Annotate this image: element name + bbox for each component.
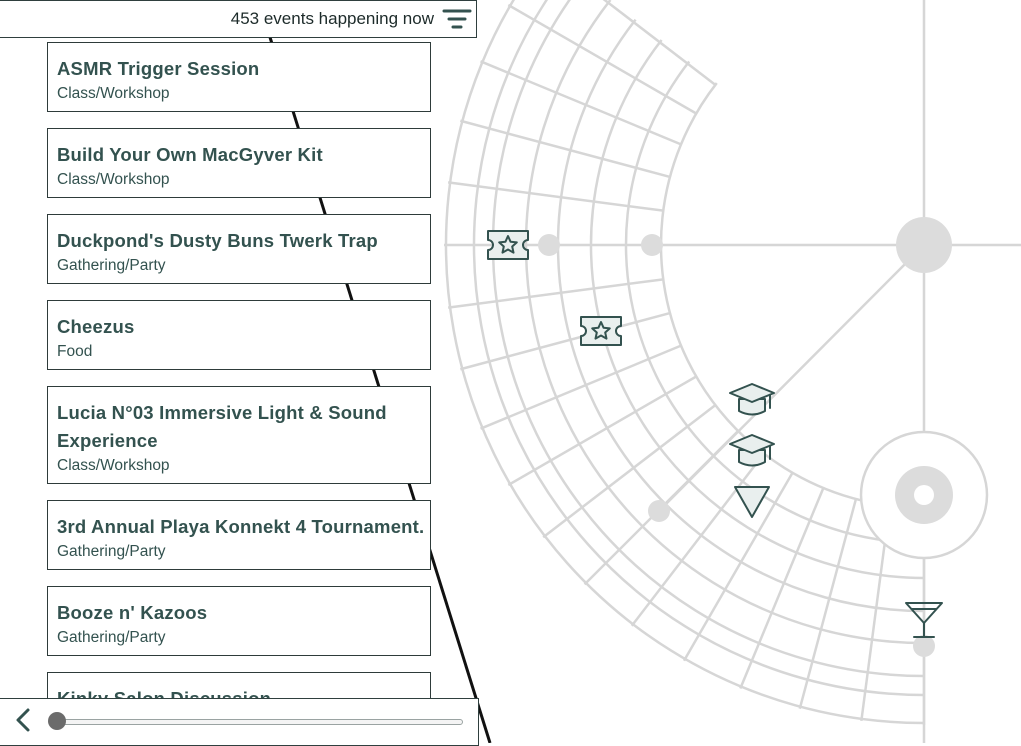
event-title: Duckpond's Dusty Buns Twerk Trap bbox=[57, 230, 378, 251]
event-card[interactable]: Cheezus Food bbox=[47, 300, 431, 370]
filter-icon bbox=[442, 9, 472, 29]
ring-street bbox=[472, 0, 925, 697]
event-card[interactable]: 3rd Annual Playa Konnekt 4 Tournament. G… bbox=[47, 500, 431, 570]
event-category: Gathering/Party bbox=[57, 257, 166, 274]
radial-street bbox=[602, 0, 717, 86]
ring-street bbox=[556, 18, 925, 613]
event-title: Cheezus bbox=[57, 316, 135, 337]
radial-street bbox=[447, 181, 664, 212]
radial-street bbox=[447, 278, 664, 309]
map-plazas bbox=[538, 217, 989, 657]
event-list[interactable]: ASMR Trigger Session Class/Workshop Buil… bbox=[47, 42, 431, 698]
event-card[interactable]: Duckpond's Dusty Buns Twerk Trap Gatheri… bbox=[47, 214, 431, 284]
chevron-left-icon bbox=[16, 708, 30, 732]
event-title: Build Your Own MacGyver Kit bbox=[57, 144, 323, 165]
cocktail-glass-icon[interactable] bbox=[905, 602, 943, 638]
radial-street bbox=[460, 119, 671, 179]
radial-street bbox=[507, 375, 697, 487]
time-control-bar bbox=[0, 698, 479, 746]
event-card[interactable]: Kinky Salon Discussion bbox=[47, 672, 431, 698]
event-category: Class/Workshop bbox=[57, 85, 170, 102]
filter-button[interactable] bbox=[440, 4, 474, 34]
event-title: Booze n' Kazoos bbox=[57, 602, 208, 623]
event-count-label: 453 events happening now bbox=[230, 9, 434, 28]
ring-street bbox=[624, 60, 925, 545]
event-card[interactable]: Lucia N°03 Immersive Light & Sound Exper… bbox=[47, 386, 431, 484]
radial-street bbox=[682, 472, 794, 662]
main-avenue bbox=[659, 244, 925, 511]
map-streets bbox=[444, 0, 1021, 743]
event-card[interactable]: ASMR Trigger Session Class/Workshop bbox=[47, 42, 431, 112]
event-title: ASMR Trigger Session bbox=[57, 58, 260, 79]
perimeter-fence bbox=[257, 1, 492, 743]
radial-street bbox=[480, 344, 682, 430]
time-slider-handle[interactable] bbox=[48, 712, 66, 730]
graduation-cap-icon[interactable] bbox=[729, 383, 775, 416]
event-card[interactable]: Build Your Own MacGyver Kit Class/Worksh… bbox=[47, 128, 431, 198]
ring-street bbox=[659, 82, 925, 510]
event-category: Class/Workshop bbox=[57, 171, 170, 188]
ring-street bbox=[524, 0, 925, 645]
ticket-star-icon[interactable] bbox=[487, 230, 529, 260]
time-slider-track[interactable] bbox=[57, 719, 463, 725]
radial-street bbox=[480, 60, 682, 146]
graduation-cap-icon[interactable] bbox=[729, 434, 775, 467]
ring-street bbox=[491, 0, 925, 678]
event-card[interactable]: Booze n' Kazoos Gathering/Party bbox=[47, 586, 431, 656]
event-title: Kinky Salon Discussion bbox=[57, 685, 421, 698]
triangle-marker-icon[interactable] bbox=[734, 486, 770, 518]
event-category: Class/Workshop bbox=[57, 457, 170, 474]
event-category: Gathering/Party bbox=[57, 543, 166, 560]
event-category: Gathering/Party bbox=[57, 629, 166, 646]
radial-street bbox=[542, 404, 717, 539]
event-category: Food bbox=[57, 343, 93, 360]
events-header: 453 events happening now bbox=[0, 0, 477, 38]
radial-street bbox=[739, 487, 825, 689]
ring-street bbox=[589, 39, 925, 580]
ring-street bbox=[444, 0, 925, 725]
event-title: 3rd Annual Playa Konnekt 4 Tournament. bbox=[57, 516, 425, 537]
radial-street bbox=[798, 498, 858, 709]
radial-street bbox=[507, 3, 697, 115]
ticket-star-icon[interactable] bbox=[580, 316, 622, 346]
event-title: Lucia N°03 Immersive Light & Sound Exper… bbox=[57, 402, 387, 451]
back-button[interactable] bbox=[11, 707, 37, 733]
radial-street bbox=[630, 452, 765, 627]
radial-street bbox=[460, 311, 671, 371]
